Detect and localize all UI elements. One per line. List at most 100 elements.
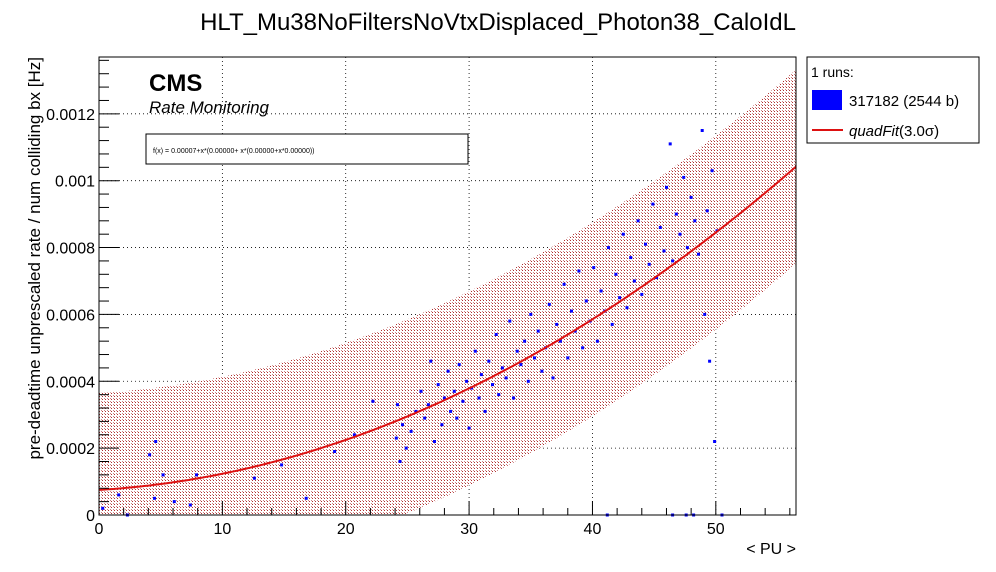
data-point [252, 476, 256, 480]
data-point [333, 450, 337, 453]
data-point [685, 246, 689, 250]
data-point [409, 429, 413, 433]
data-point [655, 276, 659, 280]
data-point [540, 369, 544, 373]
data-point [599, 289, 603, 293]
y-tick-label: 0 [86, 508, 95, 525]
data-point [682, 175, 686, 179]
data-point [396, 403, 399, 407]
data-point [398, 460, 402, 463]
data-point [280, 463, 284, 467]
data-point [708, 359, 712, 363]
data-point [188, 503, 192, 507]
data-point [523, 339, 527, 343]
data-point [625, 306, 629, 310]
fit-formula-box: f(x) = 0.00007+x*(0.00000+ x*(0.00000+x*… [145, 133, 469, 165]
data-point [440, 423, 444, 427]
plot-area [98, 56, 797, 517]
x-tick-label: 20 [337, 521, 355, 538]
data-point [449, 409, 453, 413]
x-tick-label: 50 [707, 521, 725, 538]
data-point [629, 256, 633, 260]
data-point [658, 226, 662, 229]
x-tick-label: 0 [95, 521, 104, 538]
legend-fit-sigma: (3.0σ) [899, 123, 939, 140]
fit-curve [98, 165, 797, 491]
data-point [529, 312, 533, 316]
data-point [473, 349, 477, 353]
data-point [697, 252, 700, 256]
data-point [423, 416, 427, 420]
data-point [394, 436, 398, 440]
cms-label: CMS [149, 70, 202, 97]
data-point [671, 259, 675, 263]
y-tick-label: 0.001 [55, 174, 95, 191]
data-point [487, 359, 491, 363]
data-point [479, 373, 483, 377]
legend-fit-label: quadFit [849, 123, 900, 140]
legend-run-label: 317182 (2544 b) [849, 93, 959, 110]
data-point [442, 396, 446, 400]
data-point [117, 493, 121, 497]
legend-run-swatch [812, 90, 842, 110]
data-point [607, 246, 610, 250]
x-tick-label: 10 [213, 521, 231, 538]
data-point [595, 339, 599, 343]
data-point [621, 232, 625, 236]
data-point [678, 232, 682, 236]
axis-ticks [98, 59, 791, 516]
legend: 1 runs: 317182 (2544 b) quadFit(3.0σ) [806, 56, 980, 144]
x-axis-label: < PU > [746, 541, 796, 558]
data-point [662, 249, 666, 253]
data-point [651, 202, 655, 206]
data-point [433, 440, 436, 443]
data-point [429, 359, 433, 363]
data-point [452, 389, 456, 393]
data-point [519, 363, 523, 367]
data-point [483, 409, 487, 413]
data-point [710, 169, 714, 173]
data-point [689, 195, 693, 199]
data-point [304, 496, 308, 500]
data-point [526, 379, 530, 383]
y-tick-label: 0.0008 [46, 241, 95, 258]
chart-title: HLT_Mu38NoFiltersNoVtxDisplaced_Photon38… [200, 9, 796, 36]
data-point [461, 399, 465, 403]
data-point [494, 333, 498, 336]
data-point [172, 500, 176, 504]
data-point [404, 446, 408, 450]
data-point [414, 409, 418, 413]
data-point [584, 299, 588, 303]
data-point [614, 272, 618, 276]
data-point [436, 383, 440, 387]
data-point [352, 433, 356, 437]
data-point [148, 453, 152, 457]
y-tick-label: 0.0002 [46, 441, 95, 458]
data-point [703, 312, 707, 316]
legend-header: 1 runs: [811, 64, 854, 80]
data-point [547, 302, 551, 306]
data-point [562, 282, 566, 286]
data-point [371, 399, 375, 403]
data-point [610, 322, 614, 326]
data-point [674, 212, 678, 216]
y-tick-label: 0.0006 [46, 307, 95, 324]
data-point [467, 426, 471, 430]
data-point [700, 129, 704, 132]
data-point [705, 209, 709, 213]
data-point [515, 349, 519, 353]
data-point [500, 366, 504, 370]
data-point [618, 296, 622, 300]
data-point [401, 423, 404, 427]
data-point [153, 496, 156, 500]
data-point [647, 262, 651, 266]
data-point [426, 403, 430, 407]
data-point [161, 473, 165, 477]
fit-sigma-band [99, 69, 796, 515]
data-point [636, 219, 640, 223]
data-point [419, 389, 423, 393]
data-point [457, 363, 461, 367]
data-point [533, 356, 536, 360]
data-point [566, 356, 570, 360]
